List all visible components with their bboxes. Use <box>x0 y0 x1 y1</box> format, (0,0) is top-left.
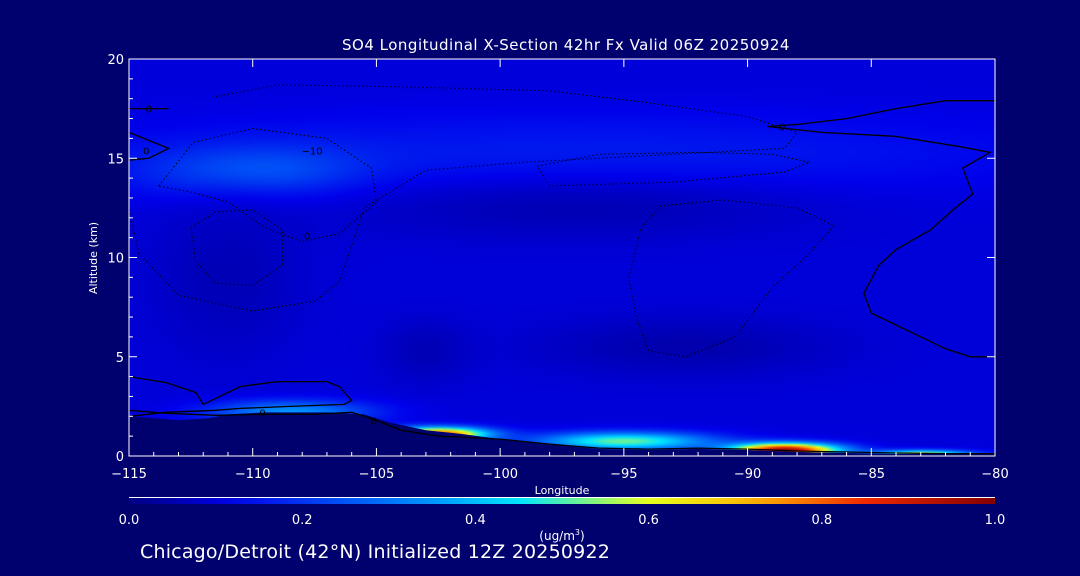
colorbar-tick-label: 0.8 <box>811 513 832 528</box>
colorbar-tick-label: 1.0 <box>985 513 1006 528</box>
y-tick-label: 10 <box>107 252 124 267</box>
y-tick-label: 0 <box>116 450 124 465</box>
y-tick-label: 20 <box>107 53 124 68</box>
colorbar-unit-main: (ug/m <box>539 529 575 543</box>
contour-line-3 <box>767 100 995 358</box>
y-tick-label: 15 <box>107 152 124 167</box>
contour-line-2 <box>129 131 171 161</box>
colorbar-unit-superscript: 3 <box>575 528 580 537</box>
contour-label-1: 0 <box>146 105 152 116</box>
colorbar-tick-label: 0.0 <box>119 513 140 528</box>
heatmap-field <box>129 59 995 456</box>
x-tick-label: −95 <box>610 467 637 482</box>
contour-label-7: 0 <box>304 232 310 243</box>
colorbar-bar <box>129 498 995 504</box>
x-axis: −115 −110 −105 −100 −95 −90 −85 −80 <box>111 59 1009 482</box>
x-axis-label: Longitude <box>535 484 590 497</box>
colorbar-tick-label: 0.6 <box>638 513 659 528</box>
contour-line-6 <box>158 127 377 243</box>
x-tick-label: −90 <box>734 467 761 482</box>
contour-line-5 <box>129 409 995 455</box>
colorbar-unit-end: ) <box>580 529 585 543</box>
x-tick-label: −85 <box>858 467 885 482</box>
contour-label-5: 0 <box>371 416 377 427</box>
contour-label-6: −10 <box>302 146 323 157</box>
x-tick-label: −80 <box>981 467 1008 482</box>
colorbar: 0.0 0.2 0.4 0.6 0.8 1.0 (ug/m3) <box>119 497 1006 543</box>
colorbar-unit-label: (ug/m3) <box>539 528 584 543</box>
footer-caption: Chicago/Detroit (42°N) Initialized 12Z 2… <box>140 541 611 563</box>
contour-label-2: 0 <box>143 146 149 157</box>
y-axis: 0 5 10 15 20 <box>107 53 995 465</box>
y-tick-label: 5 <box>116 351 124 366</box>
terrain-mask <box>129 412 995 456</box>
x-tick-label: −115 <box>111 467 147 482</box>
x-tick-label: −105 <box>359 467 395 482</box>
x-tick-label: −110 <box>235 467 271 482</box>
contour-label-3: 0 <box>779 122 785 133</box>
contour-line-4 <box>129 375 353 417</box>
x-tick-label: −100 <box>482 467 518 482</box>
colorbar-tick-label: 0.4 <box>465 513 486 528</box>
colorbar-ticks: 0.0 0.2 0.4 0.6 0.8 1.0 <box>119 513 1006 528</box>
y-axis-label: Altitude (km) <box>87 222 100 294</box>
colorbar-tick-label: 0.2 <box>292 513 313 528</box>
chart-title: SO4 Longitudinal X-Section 42hr Fx Valid… <box>342 36 790 54</box>
